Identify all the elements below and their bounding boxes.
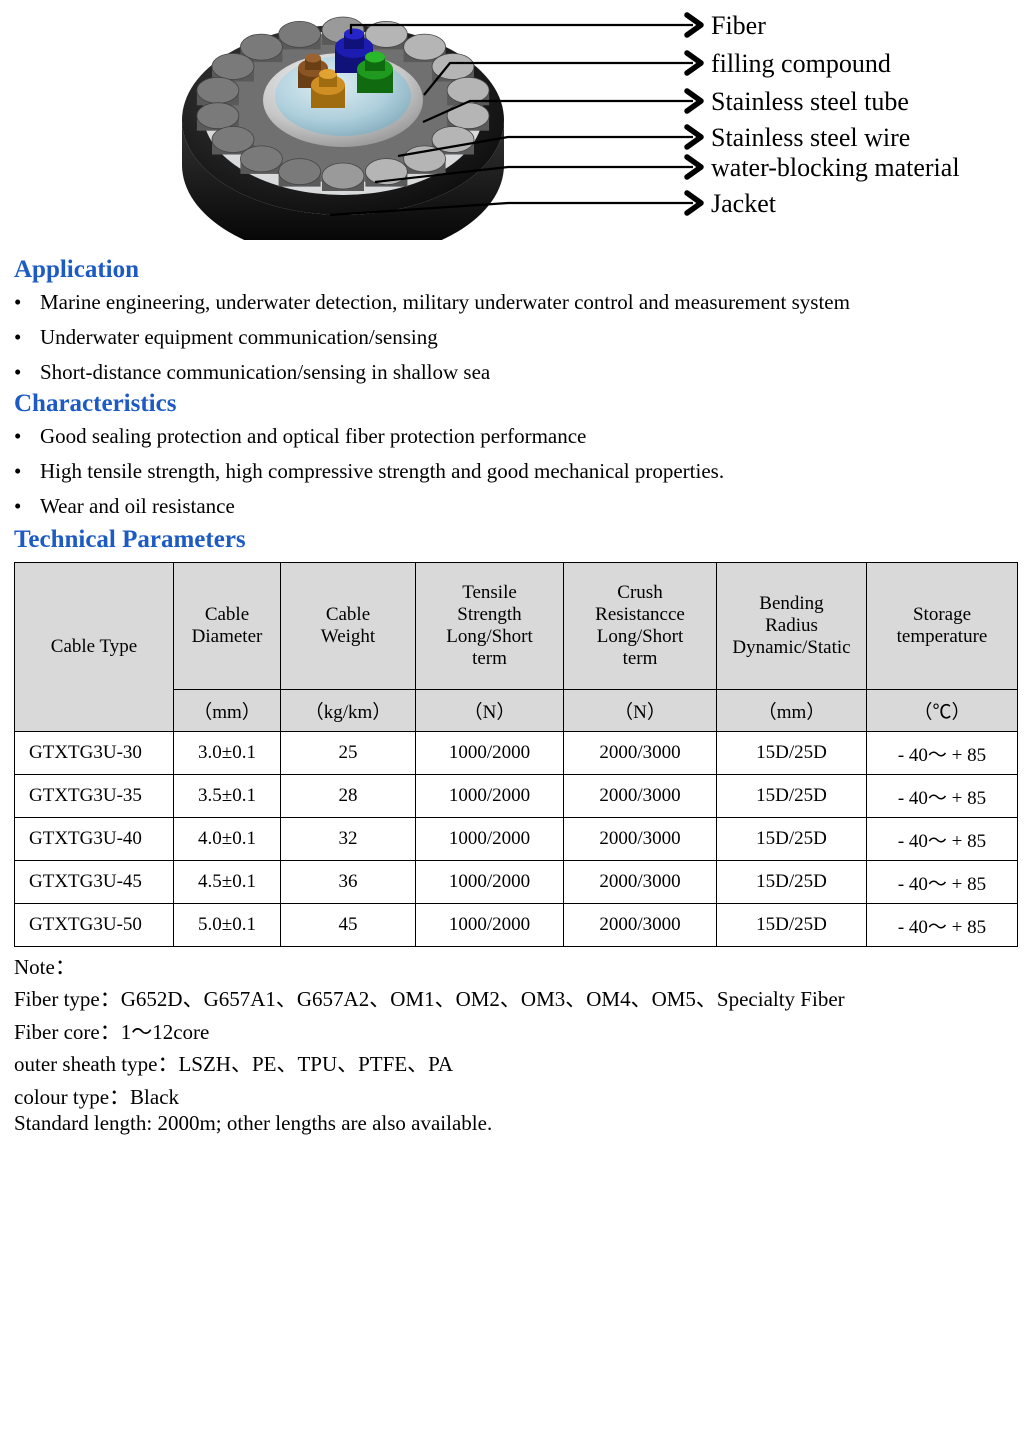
svg-text:filling compound: filling compound [711, 49, 891, 78]
svg-text:Stainless steel wire: Stainless steel wire [711, 123, 910, 152]
svg-text:Fiber: Fiber [711, 11, 766, 40]
svg-text:water-blocking material: water-blocking material [711, 153, 960, 182]
svg-text:Jacket: Jacket [711, 189, 777, 218]
svg-text:Stainless steel tube: Stainless steel tube [711, 87, 909, 116]
